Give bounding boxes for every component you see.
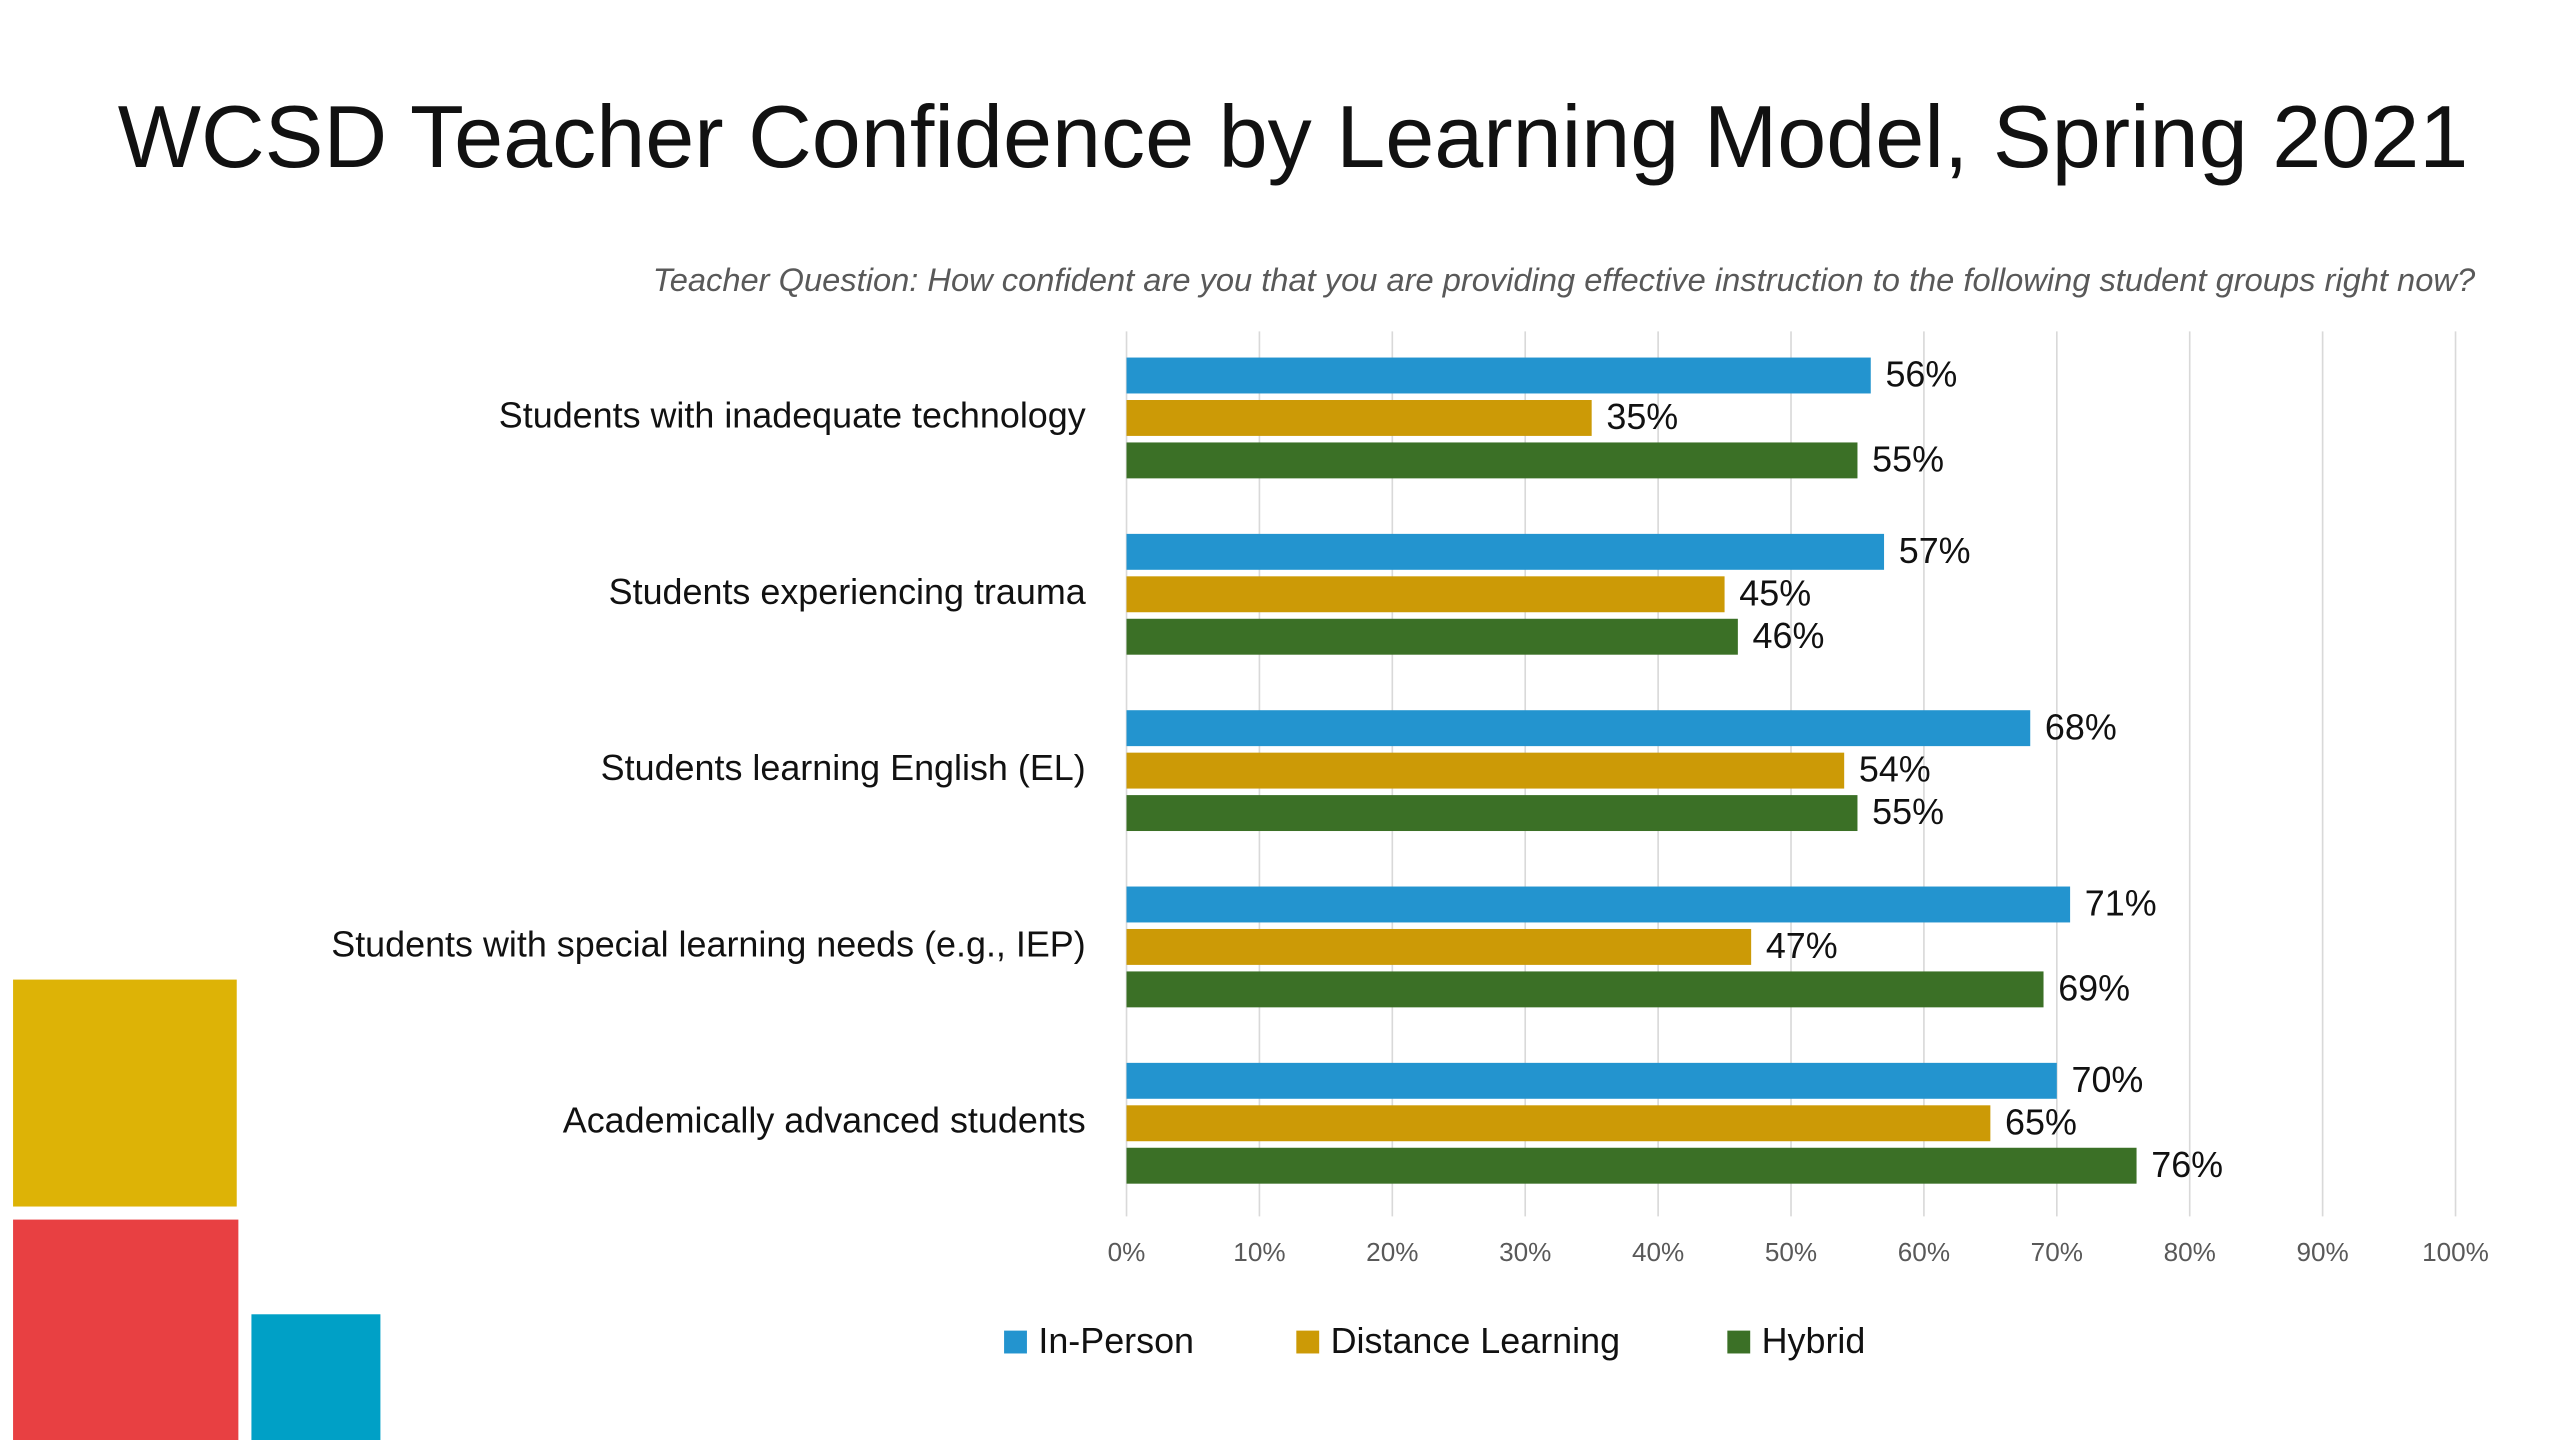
x-tick-label: 10% xyxy=(1233,1237,1285,1267)
x-tick-label: 40% xyxy=(1632,1237,1684,1267)
legend-label: Hybrid xyxy=(1762,1320,1866,1361)
bar xyxy=(1126,442,1858,479)
x-tick-label: 50% xyxy=(1765,1237,1817,1267)
legend-swatch xyxy=(1296,1330,1320,1354)
decor-square xyxy=(13,979,237,1207)
decor-square xyxy=(251,1314,381,1440)
bar xyxy=(1126,795,1858,832)
bar xyxy=(1126,400,1592,436)
value-label: 68% xyxy=(2045,706,2117,747)
bar xyxy=(1126,1105,1991,1142)
value-label: 54% xyxy=(1859,749,1931,790)
value-label: 46% xyxy=(1753,615,1825,656)
y-tick-label: Academically advanced students xyxy=(563,1100,1086,1141)
x-tick-label: 90% xyxy=(2296,1237,2348,1267)
legend-label: Distance Learning xyxy=(1331,1320,1620,1361)
chart-subtitle: Teacher Question: How confident are you … xyxy=(653,261,2476,298)
legend-swatch xyxy=(1727,1330,1751,1354)
bar xyxy=(1126,928,1752,965)
chart-title: WCSD Teacher Confidence by Learning Mode… xyxy=(118,87,2469,186)
x-tick-label: 80% xyxy=(2164,1237,2216,1267)
value-label: 45% xyxy=(1739,572,1811,613)
value-label: 55% xyxy=(1872,791,1944,832)
y-tick-label: Students with special learning needs (e.… xyxy=(331,923,1085,964)
bar xyxy=(1126,1147,2137,1184)
value-label: 35% xyxy=(1606,396,1678,437)
bar xyxy=(1126,971,2044,1008)
y-tick-label: Students with inadequate technology xyxy=(499,394,1086,435)
value-label: 55% xyxy=(1872,439,1944,480)
x-tick-label: 100% xyxy=(2422,1237,2489,1267)
value-label: 56% xyxy=(1885,354,1957,395)
decor-square xyxy=(13,1219,239,1440)
bar xyxy=(1126,357,1871,394)
x-tick-label: 70% xyxy=(2031,1237,2083,1267)
x-tick-label: 30% xyxy=(1499,1237,1551,1267)
value-label: 57% xyxy=(1899,530,1971,571)
value-label: 76% xyxy=(2151,1144,2223,1185)
x-tick-label: 20% xyxy=(1366,1237,1418,1267)
legend-label: In-Person xyxy=(1038,1320,1194,1361)
y-tick-label: Students experiencing trauma xyxy=(609,571,1086,612)
bar xyxy=(1126,533,1885,570)
bar xyxy=(1126,576,1725,613)
legend-swatch xyxy=(1004,1330,1027,1354)
bar xyxy=(1126,1062,2057,1099)
bar xyxy=(1126,886,2071,923)
value-label: 71% xyxy=(2085,883,2157,924)
bar xyxy=(1126,752,1845,789)
value-label: 70% xyxy=(2072,1059,2144,1100)
value-label: 47% xyxy=(1766,925,1838,966)
x-tick-label: 0% xyxy=(1108,1237,1146,1267)
x-tick-label: 60% xyxy=(1898,1237,1950,1267)
bar xyxy=(1126,710,2031,747)
y-tick-label: Students learning English (EL) xyxy=(601,747,1086,788)
value-label: 65% xyxy=(2005,1101,2077,1142)
bar xyxy=(1126,618,1738,655)
value-label: 69% xyxy=(2058,968,2130,1009)
